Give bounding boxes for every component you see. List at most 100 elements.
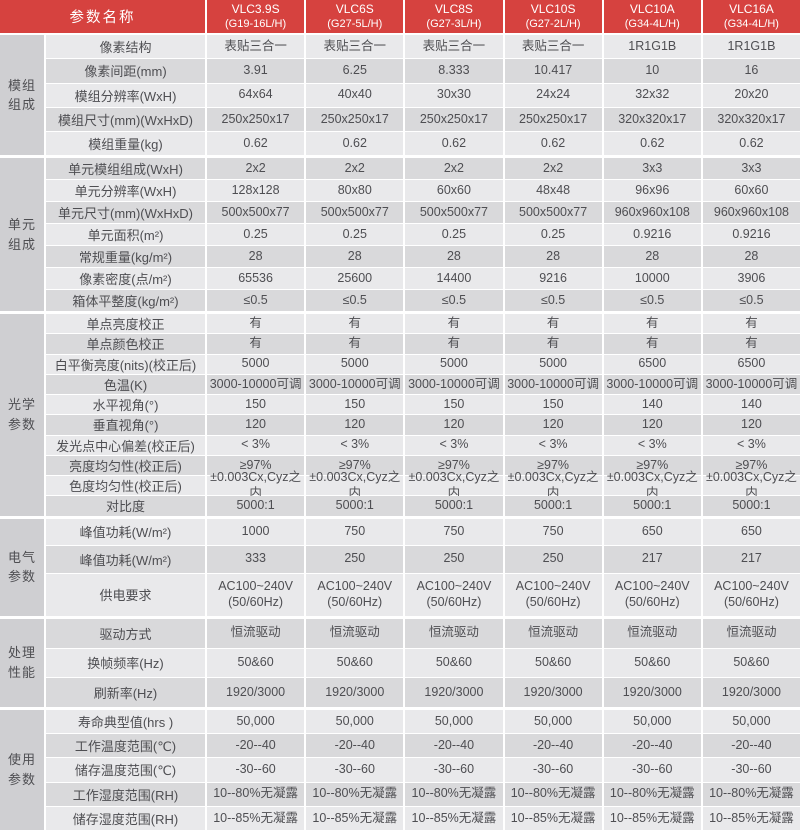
- param-label: 常规重量(kg/m²): [46, 246, 205, 268]
- table-row: 发光点中心偏差(校正后) < 3% < 3% < 3% < 3% < 3% < 3%: [46, 435, 800, 455]
- param-label: 模组重量(kg): [46, 132, 205, 156]
- spec-value: ≥97%: [207, 455, 305, 475]
- table-row: 寿命典型值(hrs ) 50,000 50,000 50,000 50,000 50,00…: [46, 709, 800, 733]
- column-header-model: VLC3.9S (G19-16L/H): [205, 0, 304, 33]
- spec-value: 250: [504, 546, 602, 573]
- param-label: 亮度均匀性(校正后): [46, 455, 205, 475]
- spec-value: < 3%: [504, 435, 602, 455]
- spec-value: 有: [306, 334, 404, 354]
- spec-value: AC100~240V (50/60Hz): [603, 573, 701, 616]
- spec-value: 5000: [306, 354, 404, 374]
- spec-value: 有: [504, 334, 602, 354]
- spec-value: 650: [603, 518, 701, 546]
- table-row: 峰值功耗(W/m²) 1000 750 750 750 650 650: [46, 518, 800, 546]
- spec-value: 320x320x17: [702, 107, 800, 131]
- spec-value: 120: [405, 415, 503, 435]
- spec-value: 有: [702, 334, 800, 354]
- spec-value: 3.91: [207, 59, 305, 83]
- spec-value: 有: [405, 314, 503, 334]
- spec-value: 28: [405, 246, 503, 268]
- table-row: 垂直视角(°) 120 120 120 120 120 120: [46, 415, 800, 435]
- param-label: 像素结构: [46, 35, 205, 59]
- spec-value: 150: [405, 395, 503, 415]
- column-header-model: VLC8S (G27-3L/H): [403, 0, 502, 33]
- spec-value: 50,000: [306, 709, 404, 733]
- spec-value: 5000:1: [603, 496, 701, 516]
- spec-value: 16: [702, 59, 800, 83]
- spec-value: -20--40: [603, 734, 701, 758]
- param-label: 单元面积(m²): [46, 224, 205, 246]
- spec-value: 2x2: [207, 158, 305, 180]
- column-header-model: VLC16A (G34-4L/H): [700, 0, 800, 33]
- spec-value: 1000: [207, 518, 305, 546]
- spec-value: 表贴三合一: [504, 35, 602, 59]
- spec-value: -30--60: [702, 758, 800, 782]
- table-row: 单元分辨率(WxH) 128x128 80x80 60x60 48x48 96x96 60x…: [46, 180, 800, 202]
- table-row: 换帧频率(Hz) 50&60 50&60 50&60 50&60 50&60 50&60: [46, 648, 800, 678]
- spec-value: 5000:1: [306, 496, 404, 516]
- param-label: 单元模组组成(WxH): [46, 158, 205, 180]
- table-row: 对比度 5000:1 5000:1 5000:1 5000:1 5000:1 5000:1: [46, 496, 800, 516]
- model-code: (G34-4L/H): [624, 18, 680, 31]
- spec-value: 50&60: [306, 648, 404, 678]
- param-label: 单点亮度校正: [46, 314, 205, 334]
- spec-value: 140: [702, 395, 800, 415]
- spec-value: 10: [603, 59, 701, 83]
- spec-value: 3000-10000可调: [504, 374, 602, 394]
- spec-value: 28: [207, 246, 305, 268]
- column-header-model: VLC10A (G34-4L/H): [601, 0, 701, 33]
- spec-value: 3000-10000可调: [306, 374, 404, 394]
- table-row: 储存湿度范围(RH) 10--85%无凝露 10--85%无凝露 10--85%无凝露…: [46, 806, 800, 830]
- spec-value: 1920/3000: [405, 678, 503, 707]
- table-row: 单点亮度校正有有有有有有: [46, 314, 800, 334]
- spec-group: 模组组成 像素结构 表贴三合一 表贴三合一 表贴三合一 表贴三合一 1R1G1B 1R1G1B…: [0, 35, 800, 156]
- column-header-model: VLC6S (G27-5L/H): [304, 0, 403, 33]
- spec-value: 6.25: [306, 59, 404, 83]
- spec-value: 750: [306, 518, 404, 546]
- spec-value: -30--60: [306, 758, 404, 782]
- spec-value: 0.62: [603, 132, 701, 156]
- spec-value: 250x250x17: [207, 107, 305, 131]
- table-row: 驱动方式 恒流驱动 恒流驱动 恒流驱动 恒流驱动 恒流驱动 恒流驱动: [46, 619, 800, 648]
- spec-value: 50&60: [504, 648, 602, 678]
- spec-value: ±0.003Cx,Cyz之内: [603, 470, 701, 500]
- param-label: 单点颜色校正: [46, 334, 205, 354]
- spec-value: 5000: [207, 354, 305, 374]
- spec-value: 0.25: [504, 224, 602, 246]
- model-name: VLC3.9S: [231, 1, 280, 16]
- spec-value: 10--85%无凝露: [405, 806, 503, 830]
- spec-value: 1920/3000: [603, 678, 701, 707]
- spec-value: 960x960x108: [702, 202, 800, 224]
- spec-value: 333: [207, 546, 305, 573]
- spec-value: 217: [702, 546, 800, 573]
- spec-value: 65536: [207, 268, 305, 290]
- table-row: 箱体平整度(kg/m²) ≤0.5 ≤0.5 ≤0.5 ≤0.5 ≤0.5 ≤0.5: [46, 290, 800, 312]
- spec-value: 250x250x17: [405, 107, 503, 131]
- spec-value: 64x64: [207, 83, 305, 107]
- spec-value: AC100~240V (50/60Hz): [504, 573, 602, 616]
- spec-value: 650: [702, 518, 800, 546]
- spec-value: 有: [306, 314, 404, 334]
- spec-value: 0.25: [207, 224, 305, 246]
- spec-value: 8.333: [405, 59, 503, 83]
- spec-value: -20--40: [207, 734, 305, 758]
- spec-value: 80x80: [306, 180, 404, 202]
- spec-value: 500x500x77: [405, 202, 503, 224]
- table-row: 峰值功耗(W/m²) 333 250 250 250 217 217: [46, 546, 800, 573]
- group-label: 光学参数: [0, 314, 44, 516]
- table-row: 工作温度范围(℃) -20--40 -20--40 -20--40 -20--40 -20…: [46, 734, 800, 758]
- spec-value: ≤0.5: [207, 290, 305, 312]
- spec-value: 10--85%无凝露: [603, 806, 701, 830]
- spec-value: 30x30: [405, 83, 503, 107]
- spec-value: 28: [702, 246, 800, 268]
- spec-value: 9216: [504, 268, 602, 290]
- spec-value: 有: [603, 314, 701, 334]
- spec-value: 50&60: [405, 648, 503, 678]
- spec-value: 5000:1: [207, 496, 305, 516]
- spec-value: 0.62: [405, 132, 503, 156]
- param-label: 峰值功耗(W/m²): [46, 518, 205, 546]
- model-name: VLC6S: [335, 1, 374, 16]
- group-label: 单元组成: [0, 158, 44, 311]
- spec-value: 150: [207, 395, 305, 415]
- spec-value: 250x250x17: [504, 107, 602, 131]
